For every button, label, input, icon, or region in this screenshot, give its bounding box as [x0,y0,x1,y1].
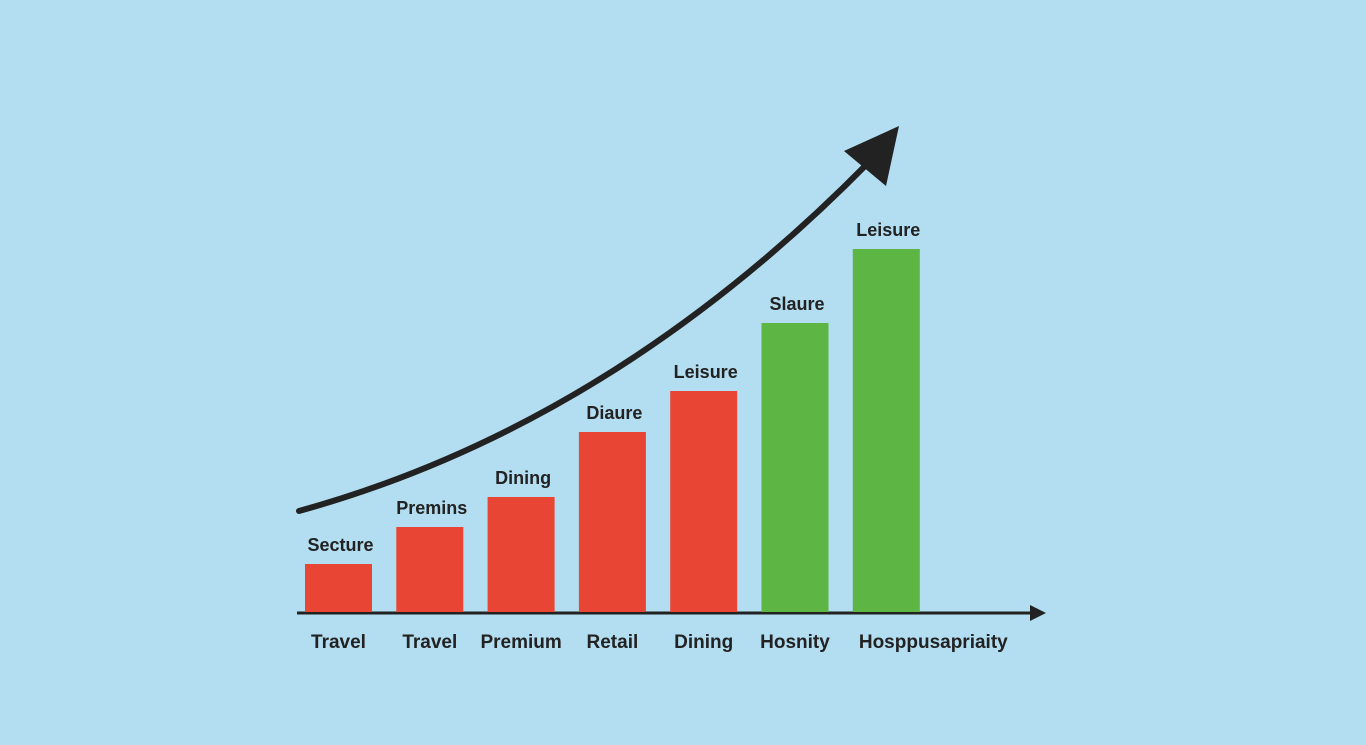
bar [305,564,372,612]
x-tick-label: Hosppusapriaity [859,632,1008,653]
bar [852,249,920,612]
bar-label: Leisure [856,220,920,240]
x-axis-arrowhead [1030,605,1046,621]
bar-label: Slaure [769,294,824,314]
bar [487,497,555,612]
bar-label: Secture [307,535,373,555]
bar-label: Diaure [586,403,642,423]
bar [396,527,464,612]
x-tick-label: Premium [480,632,561,653]
bar [761,323,829,612]
trend-arrowhead [844,126,899,186]
bar [578,432,646,612]
bar [670,391,738,612]
x-tick-label: Hosnity [760,632,830,653]
x-tick-label: Dining [674,632,733,653]
bar-label: Premins [396,498,467,518]
x-tick-label: Travel [402,632,457,653]
bar-label: Dining [495,468,551,488]
trend-arrow [296,160,871,514]
x-tick-label: Travel [311,632,366,653]
x-tick-label: Retail [587,632,639,653]
bar-label: Leisure [674,362,738,382]
